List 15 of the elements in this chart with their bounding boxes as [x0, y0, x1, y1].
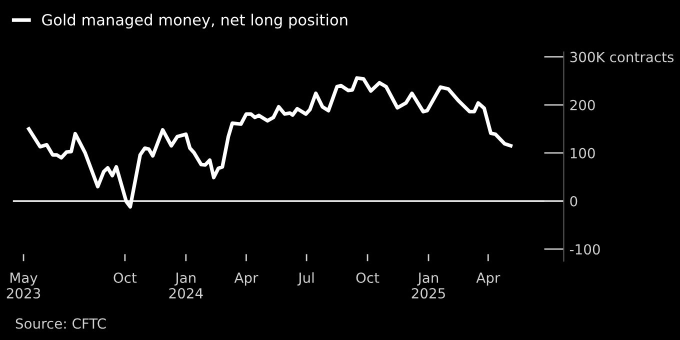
x-tick-label: Apr	[234, 272, 258, 286]
x-tick-label: Jul	[297, 272, 314, 286]
x-tick-label: Jan 2024	[169, 272, 203, 299]
y-tick-label: -100	[570, 244, 600, 255]
y-tick-label: 0	[570, 196, 578, 207]
x-tick-label: Apr	[476, 272, 500, 286]
y-tick-label: 100	[570, 148, 595, 158]
x-tick-label: May 2023	[6, 272, 40, 299]
x-tick-label: Jan 2025	[412, 272, 445, 299]
source-note: Source: CFTC	[16, 318, 106, 329]
x-tick-label: Oct	[114, 272, 137, 283]
y-tick-label: 300K contracts	[570, 52, 674, 62]
legend-label: Gold managed money, net long position	[42, 14, 348, 29]
y-tick-label: 200	[570, 100, 595, 110]
x-tick-label: Oct	[356, 272, 380, 283]
